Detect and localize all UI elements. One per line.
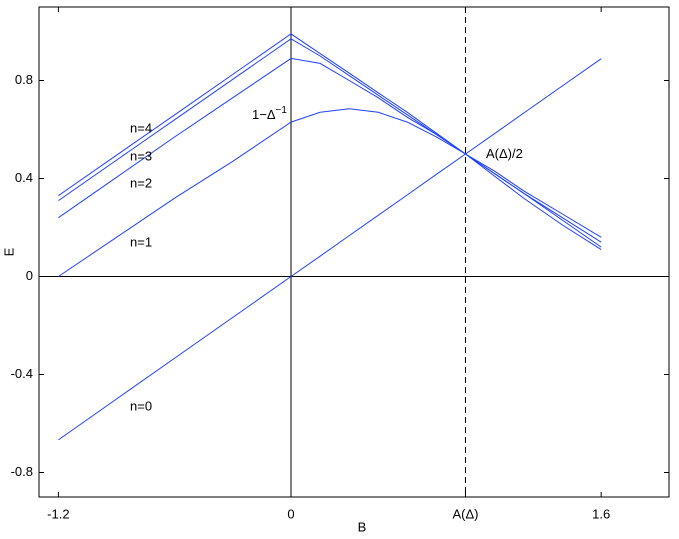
annotation: 1−Δ−1 — [252, 105, 287, 123]
y-tick-label: -0.4 — [11, 366, 33, 381]
annotation-text: 1−Δ — [252, 107, 276, 122]
x-tick-label: A(Δ) — [452, 506, 478, 521]
x-tick-label: -1.2 — [47, 506, 69, 521]
series-line — [58, 33, 602, 238]
y-tick-label: -0.8 — [11, 464, 33, 479]
x-tick-label: 1.6 — [592, 506, 610, 521]
y-tick-label: 0.8 — [15, 72, 33, 87]
y-tick-label: 0 — [26, 268, 33, 283]
plot-frame — [38, 6, 670, 498]
annotation: A(Δ)/2 — [486, 146, 523, 161]
series-line — [58, 38, 602, 243]
x-axis-label: B — [358, 519, 367, 534]
y-axis-label: E — [1, 247, 16, 256]
series-line — [58, 58, 602, 441]
annotation-text: A(Δ)/2 — [486, 146, 523, 161]
series-label: n=0 — [130, 398, 152, 413]
series-label: n=2 — [130, 175, 152, 190]
series-label: n=1 — [130, 234, 152, 249]
series-label: n=3 — [130, 148, 152, 163]
series-line — [58, 108, 602, 277]
series-label: n=4 — [130, 120, 152, 135]
y-tick-label: 0.4 — [15, 170, 33, 185]
annotation-superscript: −1 — [276, 105, 288, 116]
x-tick-label: 0 — [287, 506, 294, 521]
